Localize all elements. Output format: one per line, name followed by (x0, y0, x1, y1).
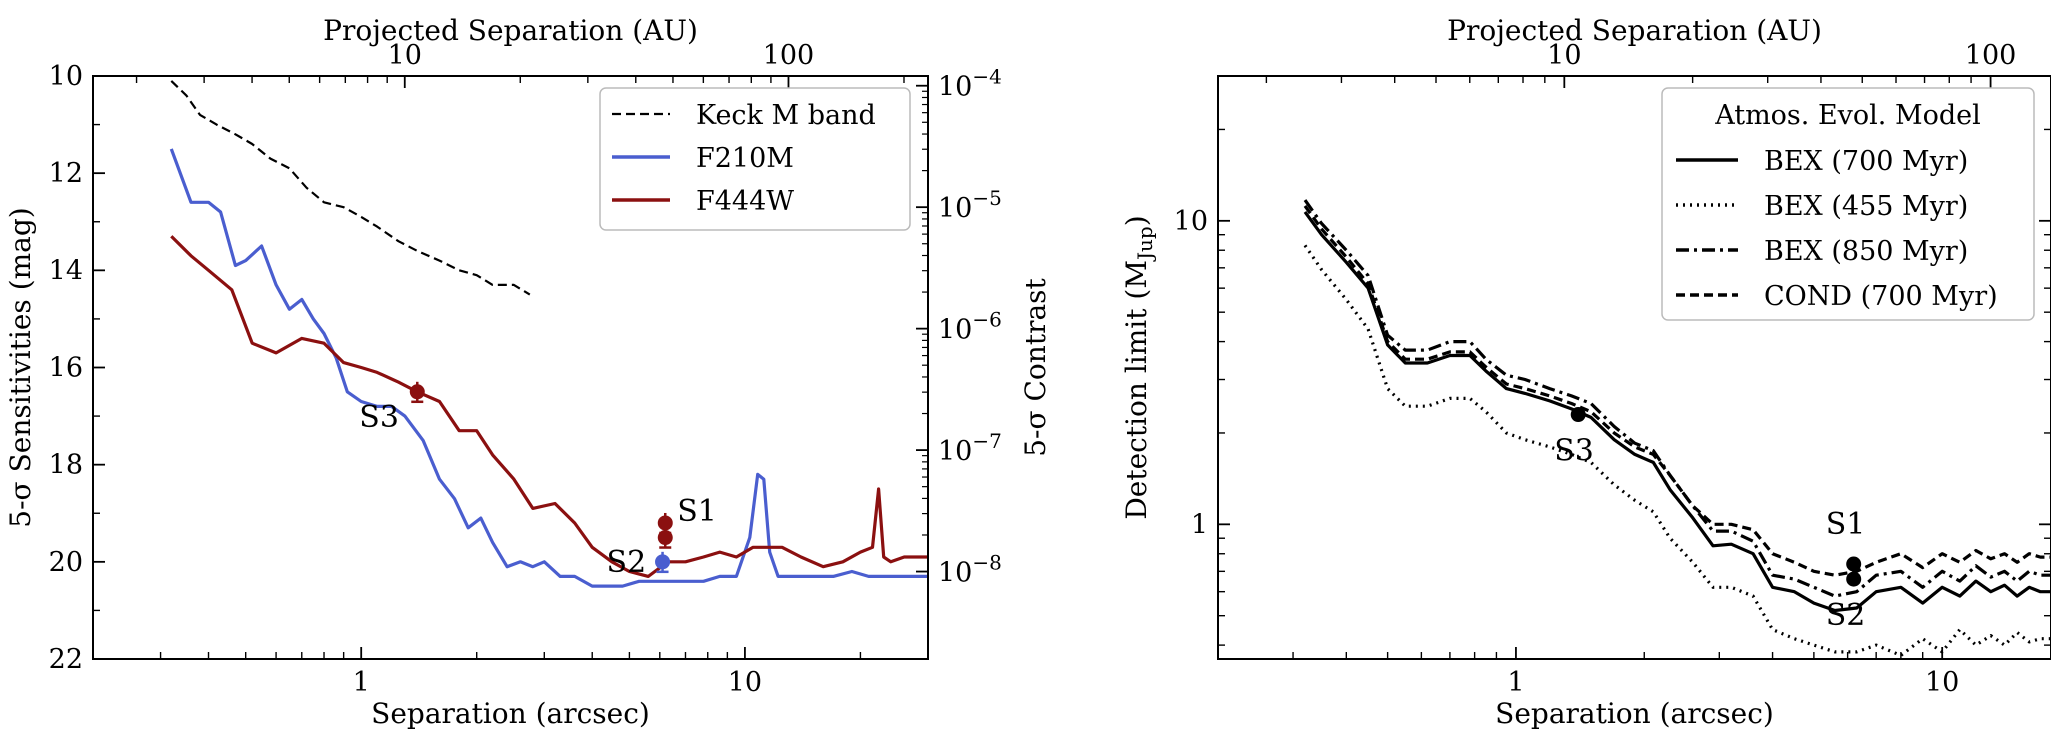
right-chart-panel: 1 10 10 100 Separation (arcsec) Projected Sep… (1120, 14, 2051, 730)
x2-axis-label: Projected Separation (AU) (1447, 14, 1822, 47)
annotation-label: S3 (1554, 434, 1594, 469)
series-group (169, 80, 928, 588)
y2-tick-exponent: −4 (972, 65, 1001, 89)
x-tick-label: 1 (1507, 667, 1524, 698)
series-line-f444w (170, 235, 928, 578)
legend-title: Atmos. Evol. Model (1714, 100, 1981, 131)
y-tick-label: 12 (49, 158, 83, 189)
y-tick-label: 22 (49, 644, 83, 675)
data-point-marker (1570, 407, 1586, 423)
x2-tick-label: 100 (763, 40, 815, 71)
legend-entry: BEX (700 Myr) (1764, 146, 1968, 177)
legend-box (1661, 87, 2035, 321)
y-axis-label: 5-σ Sensitivities (mag) (4, 207, 37, 527)
series-line-keck-m-band (170, 80, 531, 296)
y2-axis-label: 5-σ Contrast (1019, 277, 1052, 456)
y-tick-label: 14 (49, 255, 83, 286)
x2-tick-label: 10 (388, 40, 422, 71)
data-point-marker (1846, 556, 1862, 572)
data-point-marker (657, 530, 673, 546)
left-chart-panel: 1 10 10 100 Separation (arcsec) Projected Sep… (4, 14, 1052, 730)
series-line-cond-700-myr- (1303, 204, 2051, 577)
y2-tick-exponent: −8 (972, 551, 1001, 575)
y2-tick-label: 10−8 (938, 551, 1002, 589)
y-tick-label: 16 (49, 353, 83, 384)
x2-tick-label: 10 (1547, 40, 1581, 71)
y2-tick-label: 10−4 (938, 65, 1002, 103)
series-line-bex-700-myr- (1303, 210, 2051, 613)
legend-entry: COND (700 Myr) (1764, 281, 1998, 312)
annotation-label: S3 (359, 400, 399, 435)
x2-tick-label: 100 (1965, 40, 2017, 71)
y2-tick-label: 10−5 (938, 186, 1002, 224)
data-point-marker (1846, 571, 1862, 587)
data-point-marker (409, 384, 425, 400)
legend-entry: BEX (455 Myr) (1764, 191, 1968, 222)
y-tick-label: 10 (1174, 206, 1208, 237)
x2-axis-label: Projected Separation (AU) (323, 14, 698, 47)
annotation-label: S1 (1826, 507, 1866, 542)
y2-tick-label: 10−6 (938, 308, 1002, 346)
y-axis-label-main: Detection limit (M (1120, 260, 1153, 520)
y2-tick-exponent: −6 (972, 308, 1001, 332)
legend-box (599, 87, 911, 231)
annotation-label: S1 (677, 494, 717, 529)
legend: Keck M band F210M F444W (599, 87, 911, 231)
legend-entry: Keck M band (696, 100, 876, 131)
y-axis-label: Detection limit (MJup) (1120, 215, 1157, 519)
y-axis-label-subscript: Jup (1133, 226, 1157, 262)
annotation-label: S2 (1826, 598, 1866, 633)
annotation-label: S2 (607, 545, 647, 580)
legend-entry: BEX (850 Myr) (1764, 236, 1968, 267)
series-group (1303, 199, 2051, 657)
y-tick-label: 20 (49, 547, 83, 578)
axes-frame (1217, 75, 2051, 660)
y2-tick-exponent: −5 (972, 186, 1001, 210)
x-axis-label: Separation (arcsec) (1495, 697, 1774, 730)
y2-tick-label: 10−7 (938, 429, 1002, 467)
x-tick-label: 1 (353, 667, 370, 698)
y-axis-label-close: ) (1120, 215, 1153, 226)
y-tick-label: 10 (49, 61, 83, 92)
series-line-bex-850-myr- (1303, 199, 2051, 598)
x-axis-label: Separation (arcsec) (371, 697, 650, 730)
x-tick-label: 10 (728, 667, 762, 698)
series-line-f210m (169, 148, 928, 588)
y2-tick-exponent: −7 (972, 429, 1001, 453)
data-point-marker (655, 554, 671, 570)
y-tick-label: 18 (49, 450, 83, 481)
legend-entry: F210M (696, 143, 794, 174)
data-point-marker (657, 515, 673, 531)
legend: Atmos. Evol. Model BEX (700 Myr) BEX (455 … (1661, 87, 2035, 321)
x-tick-label: 10 (1925, 667, 1959, 698)
legend-entry: F444W (696, 186, 794, 217)
y-tick-label: 1 (1191, 509, 1208, 540)
